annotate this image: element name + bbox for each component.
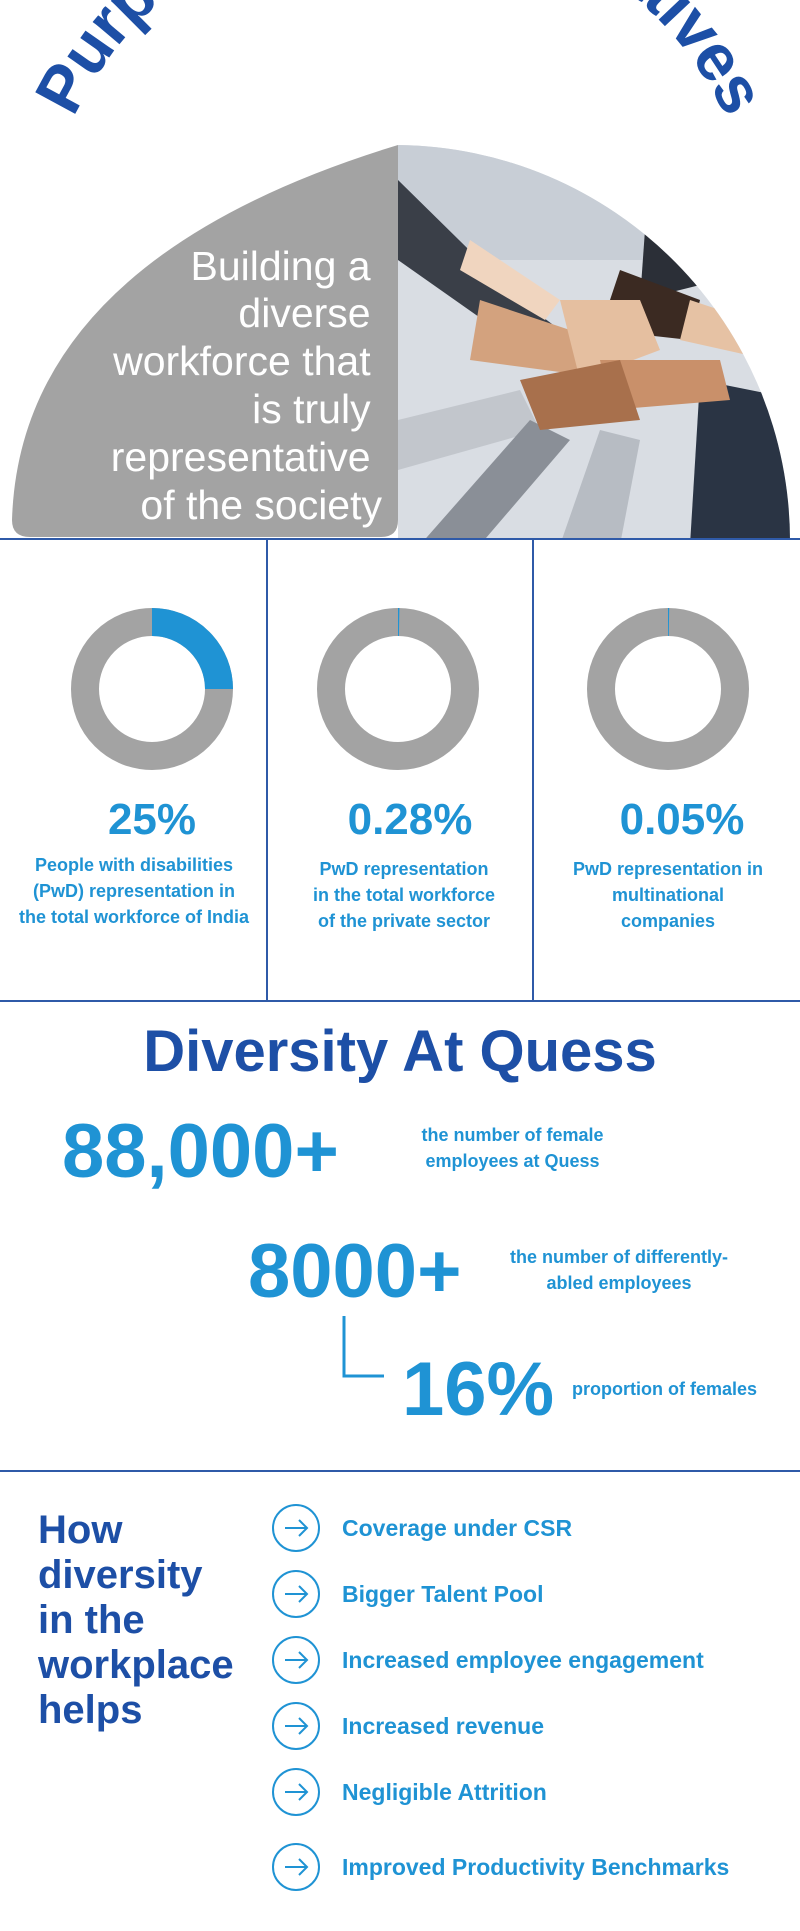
divider — [0, 1470, 800, 1472]
female-percent-desc: proportion of females — [572, 1379, 758, 1399]
tagline-panel — [12, 145, 398, 537]
hands-photo — [398, 145, 790, 540]
stat-percent-private: 0.28% — [347, 795, 473, 844]
benefit-item: Bigger Talent Pool — [272, 1570, 772, 1626]
arrow-right-icon — [272, 1570, 320, 1618]
hero: Purpose of DE&I initiatives Building a d… — [12, 0, 790, 540]
benefit-item: Increased employee engagement — [272, 1636, 772, 1692]
female-count: 88,000+ — [62, 1109, 339, 1194]
stat-percent-mnc: 0.05% — [619, 795, 745, 844]
donut-chart-pwd-india — [71, 608, 233, 770]
arrow-right-icon — [272, 1504, 320, 1552]
stat-percent-india: 25% — [107, 795, 197, 844]
arrow-right-icon — [272, 1843, 320, 1891]
donut-chart-pwd-mnc — [587, 608, 749, 770]
benefit-item: Coverage under CSR — [272, 1504, 772, 1560]
stat-caption-india: People with disabilities (PwD) represent… — [18, 855, 250, 927]
benefit-item: Negligible Attrition — [272, 1768, 772, 1824]
benefit-item: Improved Productivity Benchmarks — [272, 1843, 772, 1899]
female-percent: 16% — [402, 1347, 555, 1432]
arrow-right-icon — [272, 1702, 320, 1750]
arrow-right-icon — [272, 1768, 320, 1816]
benefits-title: How diversity in the workplace helps — [38, 1508, 234, 1732]
stat-caption-mnc: PwD representation in multinational comp… — [572, 859, 764, 931]
arrow-right-icon — [272, 1636, 320, 1684]
column-divider — [532, 540, 534, 1000]
tagline: Building a diverse workforce that is tru… — [111, 243, 383, 528]
donut-chart-pwd-private — [317, 608, 479, 770]
column-divider — [266, 540, 268, 1000]
benefit-label: Improved Productivity Benchmarks — [342, 1854, 730, 1880]
page-title: Purpose of DE&I initiatives — [20, 0, 779, 124]
benefit-item: Increased revenue — [272, 1702, 772, 1758]
benefit-label: Coverage under CSR — [342, 1515, 573, 1541]
disabled-count: 8000+ — [248, 1229, 462, 1314]
benefit-label: Negligible Attrition — [342, 1779, 547, 1805]
divider — [0, 1000, 800, 1002]
benefit-label: Bigger Talent Pool — [342, 1581, 544, 1607]
benefit-label: Increased employee engagement — [342, 1647, 704, 1673]
connector-line — [342, 1316, 384, 1378]
benefit-label: Increased revenue — [342, 1713, 545, 1739]
diversity-title: Diversity At Quess — [143, 1019, 657, 1084]
divider — [0, 538, 800, 540]
stat-caption-private: PwD representation in the total workforc… — [312, 859, 496, 931]
female-count-desc: the number of female employees at Quess — [421, 1125, 604, 1171]
disabled-count-desc: the number of differently- abled employe… — [509, 1247, 728, 1293]
